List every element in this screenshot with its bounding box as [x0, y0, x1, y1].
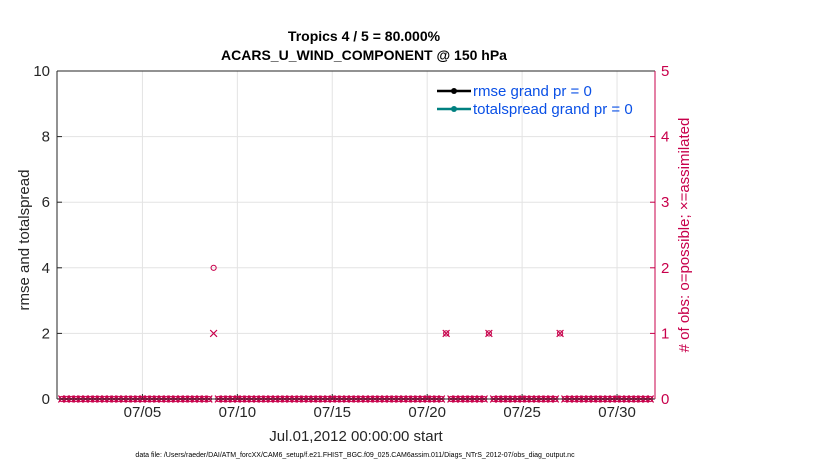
x-tick-label: 07/10 — [219, 404, 257, 421]
legend-marker-rmse — [451, 88, 457, 94]
x-tick-label: 07/15 — [313, 404, 351, 421]
y-tick-label-right: 4 — [661, 129, 669, 146]
obs-possible-marker — [210, 264, 217, 271]
y-tick-label-left: 0 — [42, 391, 50, 408]
y-tick-label-left: 6 — [42, 194, 50, 211]
data-file-footer: data file: /Users/raeder/DAI/ATM_forcXX/… — [135, 452, 575, 459]
chart-title: Tropics 4 / 5 = 80.000% — [288, 28, 441, 44]
legend-label-totalspread: totalspread grand pr = 0 — [473, 101, 633, 118]
y-tick-label-right: 0 — [661, 391, 669, 408]
legend-label-rmse: rmse grand pr = 0 — [473, 83, 592, 100]
x-axis-label: Jul.01,2012 00:00:00 start — [269, 428, 443, 445]
y-ticks-right: 0 1 2 3 4 5 — [650, 63, 669, 408]
obs-possible-marker — [556, 330, 564, 337]
grid — [57, 71, 655, 399]
y-tick-label-right: 5 — [661, 63, 669, 80]
plot-area — [57, 71, 655, 399]
chart-subtitle: ACARS_U_WIND_COMPONENT @ 150 hPa — [221, 47, 507, 63]
x-tick-label: 07/20 — [408, 404, 446, 421]
obs-assimilated-marker — [556, 329, 564, 338]
obs-assimilated-marker — [485, 329, 493, 338]
x-ticks: 07/05 07/10 07/15 07/20 07/25 07/30 — [124, 394, 636, 421]
obs-possible-marker — [443, 330, 450, 337]
x-tick-label: 07/30 — [598, 404, 636, 421]
y-ticks-left: 0 2 4 6 8 10 — [33, 63, 62, 408]
x-tick-label: 07/05 — [124, 404, 162, 421]
obs-possible-marker — [485, 330, 492, 337]
y-tick-label-right: 2 — [661, 260, 669, 277]
y-axis-label-left: rmse and totalspread — [16, 170, 33, 311]
y-tick-label-left: 2 — [42, 325, 50, 342]
obs-assimilated-marker — [209, 329, 218, 338]
y-axis-label-right: # of obs: o=possible; ×=assimilated — [676, 118, 693, 353]
legend-marker-totalspread — [451, 106, 457, 112]
x-tick-label: 07/25 — [503, 404, 541, 421]
y-tick-label-right: 3 — [661, 194, 669, 211]
y-tick-label-left: 4 — [42, 260, 50, 277]
obs-assimilated-marker — [442, 329, 450, 338]
legend: rmse grand pr = 0 totalspread grand pr =… — [437, 83, 633, 118]
y-tick-label-left: 10 — [33, 63, 50, 80]
y-tick-label-left: 8 — [42, 129, 50, 146]
y-tick-label-right: 1 — [661, 325, 669, 342]
